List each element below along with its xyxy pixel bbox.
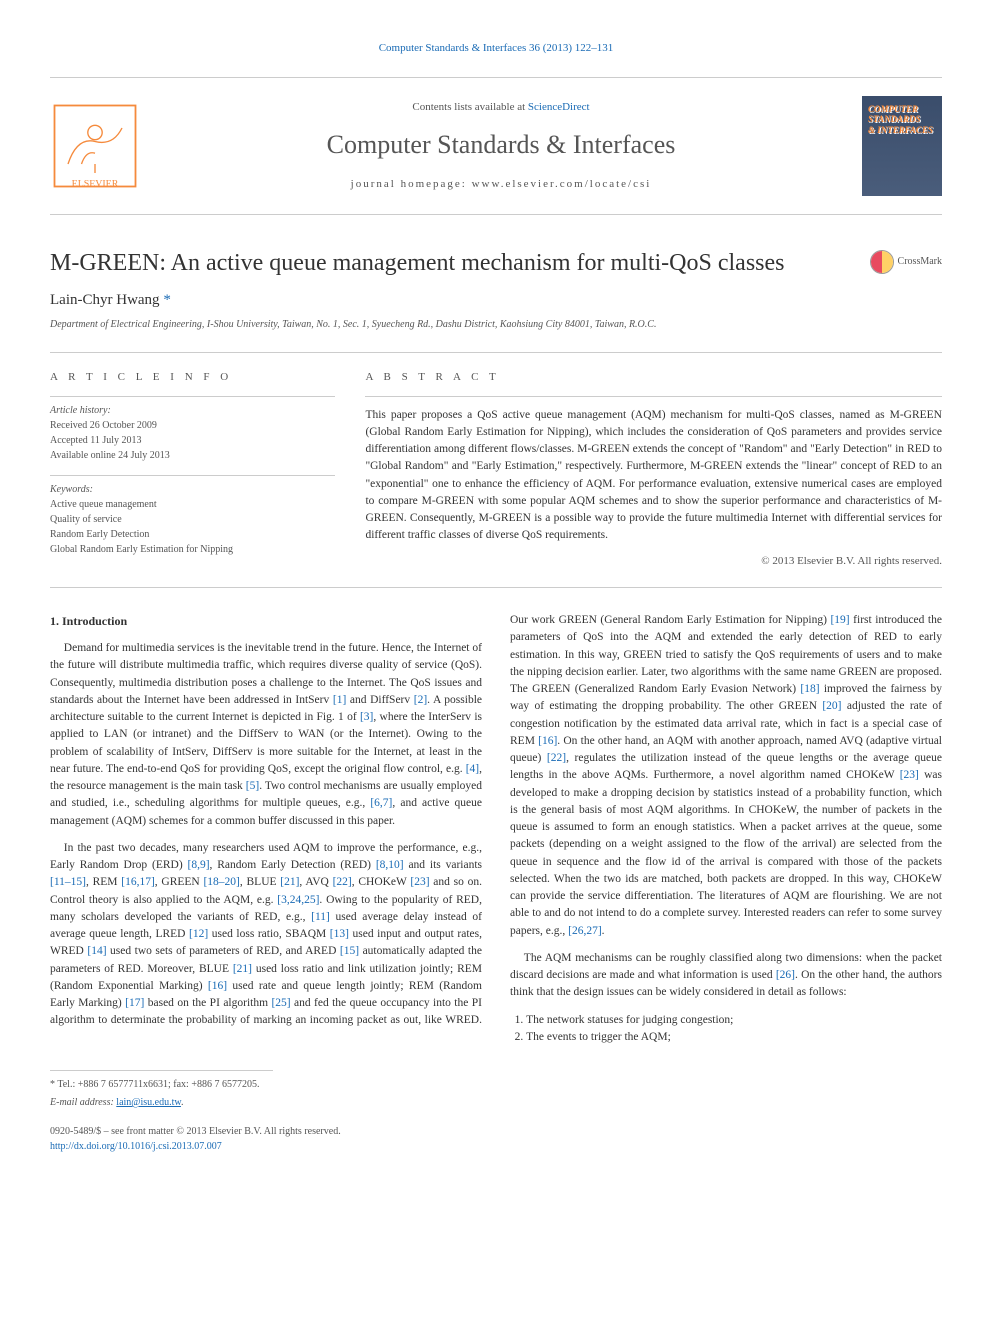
article-info-heading: A R T I C L E I N F O xyxy=(50,369,335,386)
corresp-email: E-mail address: lain@isu.edu.tw. xyxy=(50,1095,942,1110)
section-heading: 1. Introduction xyxy=(50,612,482,630)
citation-link[interactable]: [4] xyxy=(466,763,479,775)
contents-prefix: Contents lists available at xyxy=(412,101,527,113)
citation-link[interactable]: [8,9] xyxy=(188,859,210,871)
article-info-col: A R T I C L E I N F O Article history: R… xyxy=(50,369,335,569)
list-item: The network statuses for judging congest… xyxy=(526,1012,942,1029)
citation-link[interactable]: [13] xyxy=(330,928,349,940)
corresp-tel: * Tel.: +886 7 6577711x6631; fax: +886 7… xyxy=(50,1077,942,1092)
sciencedirect-link[interactable]: ScienceDirect xyxy=(528,101,590,113)
citation-link[interactable]: [3,24,25] xyxy=(277,894,319,906)
publisher-logo: ELSEVIER xyxy=(50,101,140,191)
online-date: Available online 24 July 2013 xyxy=(50,448,335,463)
citation-link[interactable]: [18–20] xyxy=(203,876,239,888)
design-issues-list: The network statuses for judging congest… xyxy=(526,1012,942,1047)
affiliation: Department of Electrical Engineering, I-… xyxy=(50,317,942,332)
running-header: Computer Standards & Interfaces 36 (2013… xyxy=(50,40,942,57)
abstract-copyright: © 2013 Elsevier B.V. All rights reserved… xyxy=(365,553,942,570)
list-item: The events to trigger the AQM; xyxy=(526,1029,942,1046)
citation-link[interactable]: [6,7] xyxy=(370,797,392,809)
keyword: Active queue management xyxy=(50,497,335,512)
email-label: E-mail address: xyxy=(50,1097,116,1108)
front-matter: 0920-5489/$ – see front matter © 2013 El… xyxy=(50,1124,942,1139)
article-history: Article history: Received 26 October 200… xyxy=(50,403,335,463)
keywords-label: Keywords: xyxy=(50,482,335,497)
citation-link[interactable]: [1] xyxy=(333,694,346,706)
citation-link[interactable]: [2] xyxy=(414,694,427,706)
abstract-col: A B S T R A C T This paper proposes a Qo… xyxy=(365,369,942,569)
body-para: Demand for multimedia services is the in… xyxy=(50,640,482,830)
keyword: Random Early Detection xyxy=(50,527,335,542)
corresp-footnote: * Tel.: +886 7 6577711x6631; fax: +886 7… xyxy=(50,1070,942,1110)
cover-line: COMPUTER xyxy=(868,104,936,115)
citation-link[interactable]: [21] xyxy=(280,876,299,888)
citation-link[interactable]: [14] xyxy=(87,945,106,957)
citation-link[interactable]: [18] xyxy=(800,683,819,695)
citation-link[interactable]: [20] xyxy=(822,700,841,712)
journal-name: Computer Standards & Interfaces xyxy=(140,125,862,164)
body-text: 1. Introduction Demand for multimedia se… xyxy=(50,612,942,1046)
citation-link[interactable]: [15] xyxy=(340,945,359,957)
body-para: The AQM mechanisms can be roughly classi… xyxy=(510,950,942,1002)
citation-link[interactable]: [12] xyxy=(189,928,208,940)
citation-link[interactable]: [21] xyxy=(233,963,252,975)
received-date: Received 26 October 2009 xyxy=(50,418,335,433)
doi-link[interactable]: http://dx.doi.org/10.1016/j.csi.2013.07.… xyxy=(50,1139,942,1154)
citation-link[interactable]: [25] xyxy=(271,997,290,1009)
abstract-heading: A B S T R A C T xyxy=(365,369,942,386)
journal-header: ELSEVIER Contents lists available at Sci… xyxy=(50,77,942,215)
citation-link[interactable]: [19] xyxy=(830,614,849,626)
citation-link[interactable]: [26] xyxy=(776,969,795,981)
cover-line: STANDARDS xyxy=(868,114,936,125)
citation-link[interactable]: [23] xyxy=(900,769,919,781)
meta-abstract-block: A R T I C L E I N F O Article history: R… xyxy=(50,352,942,588)
citation-link[interactable]: [8,10] xyxy=(376,859,404,871)
citation-link[interactable]: [11–15] xyxy=(50,876,86,888)
title-row: M-GREEN: An active queue management mech… xyxy=(50,245,942,281)
article-title: M-GREEN: An active queue management mech… xyxy=(50,245,850,281)
citation-link[interactable]: [16] xyxy=(208,980,227,992)
citation-link[interactable]: [16,17] xyxy=(121,876,155,888)
citation-link[interactable]: [16] xyxy=(538,735,557,747)
accepted-date: Accepted 11 July 2013 xyxy=(50,433,335,448)
crossmark-icon xyxy=(870,250,894,274)
contents-line: Contents lists available at ScienceDirec… xyxy=(140,99,862,116)
history-label: Article history: xyxy=(50,403,335,418)
footer-publication-info: 0920-5489/$ – see front matter © 2013 El… xyxy=(50,1124,942,1154)
crossmark-label: CrossMark xyxy=(898,254,942,269)
journal-homepage: journal homepage: www.elsevier.com/locat… xyxy=(140,176,862,193)
citation-link[interactable]: [22] xyxy=(547,752,566,764)
email-link[interactable]: lain@isu.edu.tw xyxy=(116,1097,181,1108)
journal-cover-thumb: COMPUTER STANDARDS & INTERFACES xyxy=(862,96,942,196)
crossmark-badge[interactable]: CrossMark xyxy=(870,250,942,274)
citation-link[interactable]: [22] xyxy=(333,876,352,888)
author-line: Lain-Chyr Hwang * xyxy=(50,289,942,312)
publisher-name: ELSEVIER xyxy=(72,178,119,189)
citation-link[interactable]: [3] xyxy=(360,711,373,723)
keyword: Quality of service xyxy=(50,512,335,527)
abstract-text: This paper proposes a QoS active queue m… xyxy=(365,407,942,545)
cover-line: & INTERFACES xyxy=(868,125,936,136)
keywords-block: Keywords: Active queue management Qualit… xyxy=(50,482,335,557)
citation-link[interactable]: [23] xyxy=(410,876,429,888)
citation-link[interactable]: [5] xyxy=(246,780,259,792)
citation-link[interactable]: [17] xyxy=(125,997,144,1009)
citation-link[interactable]: [26,27] xyxy=(568,925,602,937)
keyword: Global Random Early Estimation for Nippi… xyxy=(50,542,335,557)
corresp-marker: * xyxy=(163,292,171,308)
header-center: Contents lists available at ScienceDirec… xyxy=(140,99,862,193)
author-name: Lain-Chyr Hwang xyxy=(50,292,163,308)
citation-link[interactable]: [11] xyxy=(311,911,330,923)
